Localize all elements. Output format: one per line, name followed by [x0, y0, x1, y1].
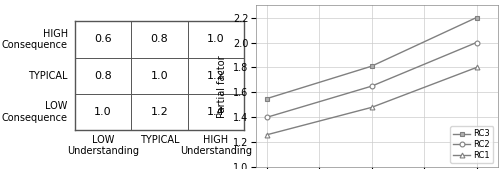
- Text: 0.8: 0.8: [94, 71, 112, 81]
- RC1: [474, 66, 480, 68]
- RC1: [368, 106, 374, 108]
- Text: 1.4: 1.4: [207, 107, 224, 117]
- RC3: [368, 65, 374, 67]
- Legend: RC3, RC2, RC1: RC3, RC2, RC1: [450, 126, 494, 163]
- Text: 1.0: 1.0: [150, 71, 168, 81]
- Text: 1.2: 1.2: [150, 107, 168, 117]
- Line: RC3: RC3: [264, 15, 479, 101]
- RC3: [264, 98, 270, 100]
- Text: 0.8: 0.8: [150, 34, 168, 44]
- Text: HIGH
Consequence: HIGH Consequence: [2, 29, 68, 50]
- Text: TYPICAL: TYPICAL: [140, 135, 179, 145]
- Text: 1.0: 1.0: [207, 34, 224, 44]
- RC3: [474, 17, 480, 19]
- Text: 0.6: 0.6: [94, 34, 112, 44]
- RC2: [264, 116, 270, 118]
- Text: TYPICAL: TYPICAL: [28, 71, 68, 81]
- RC1: [264, 134, 270, 136]
- Line: RC1: RC1: [264, 65, 479, 137]
- Text: HIGH
Understanding: HIGH Understanding: [180, 135, 252, 156]
- Line: RC2: RC2: [264, 40, 479, 120]
- Y-axis label: Partial factor: Partial factor: [218, 55, 228, 117]
- Text: LOW
Consequence: LOW Consequence: [2, 101, 68, 123]
- Text: 1.2: 1.2: [207, 71, 224, 81]
- RC2: [474, 42, 480, 44]
- RC2: [368, 85, 374, 87]
- Text: 1.0: 1.0: [94, 107, 112, 117]
- Text: LOW
Understanding: LOW Understanding: [67, 135, 139, 156]
